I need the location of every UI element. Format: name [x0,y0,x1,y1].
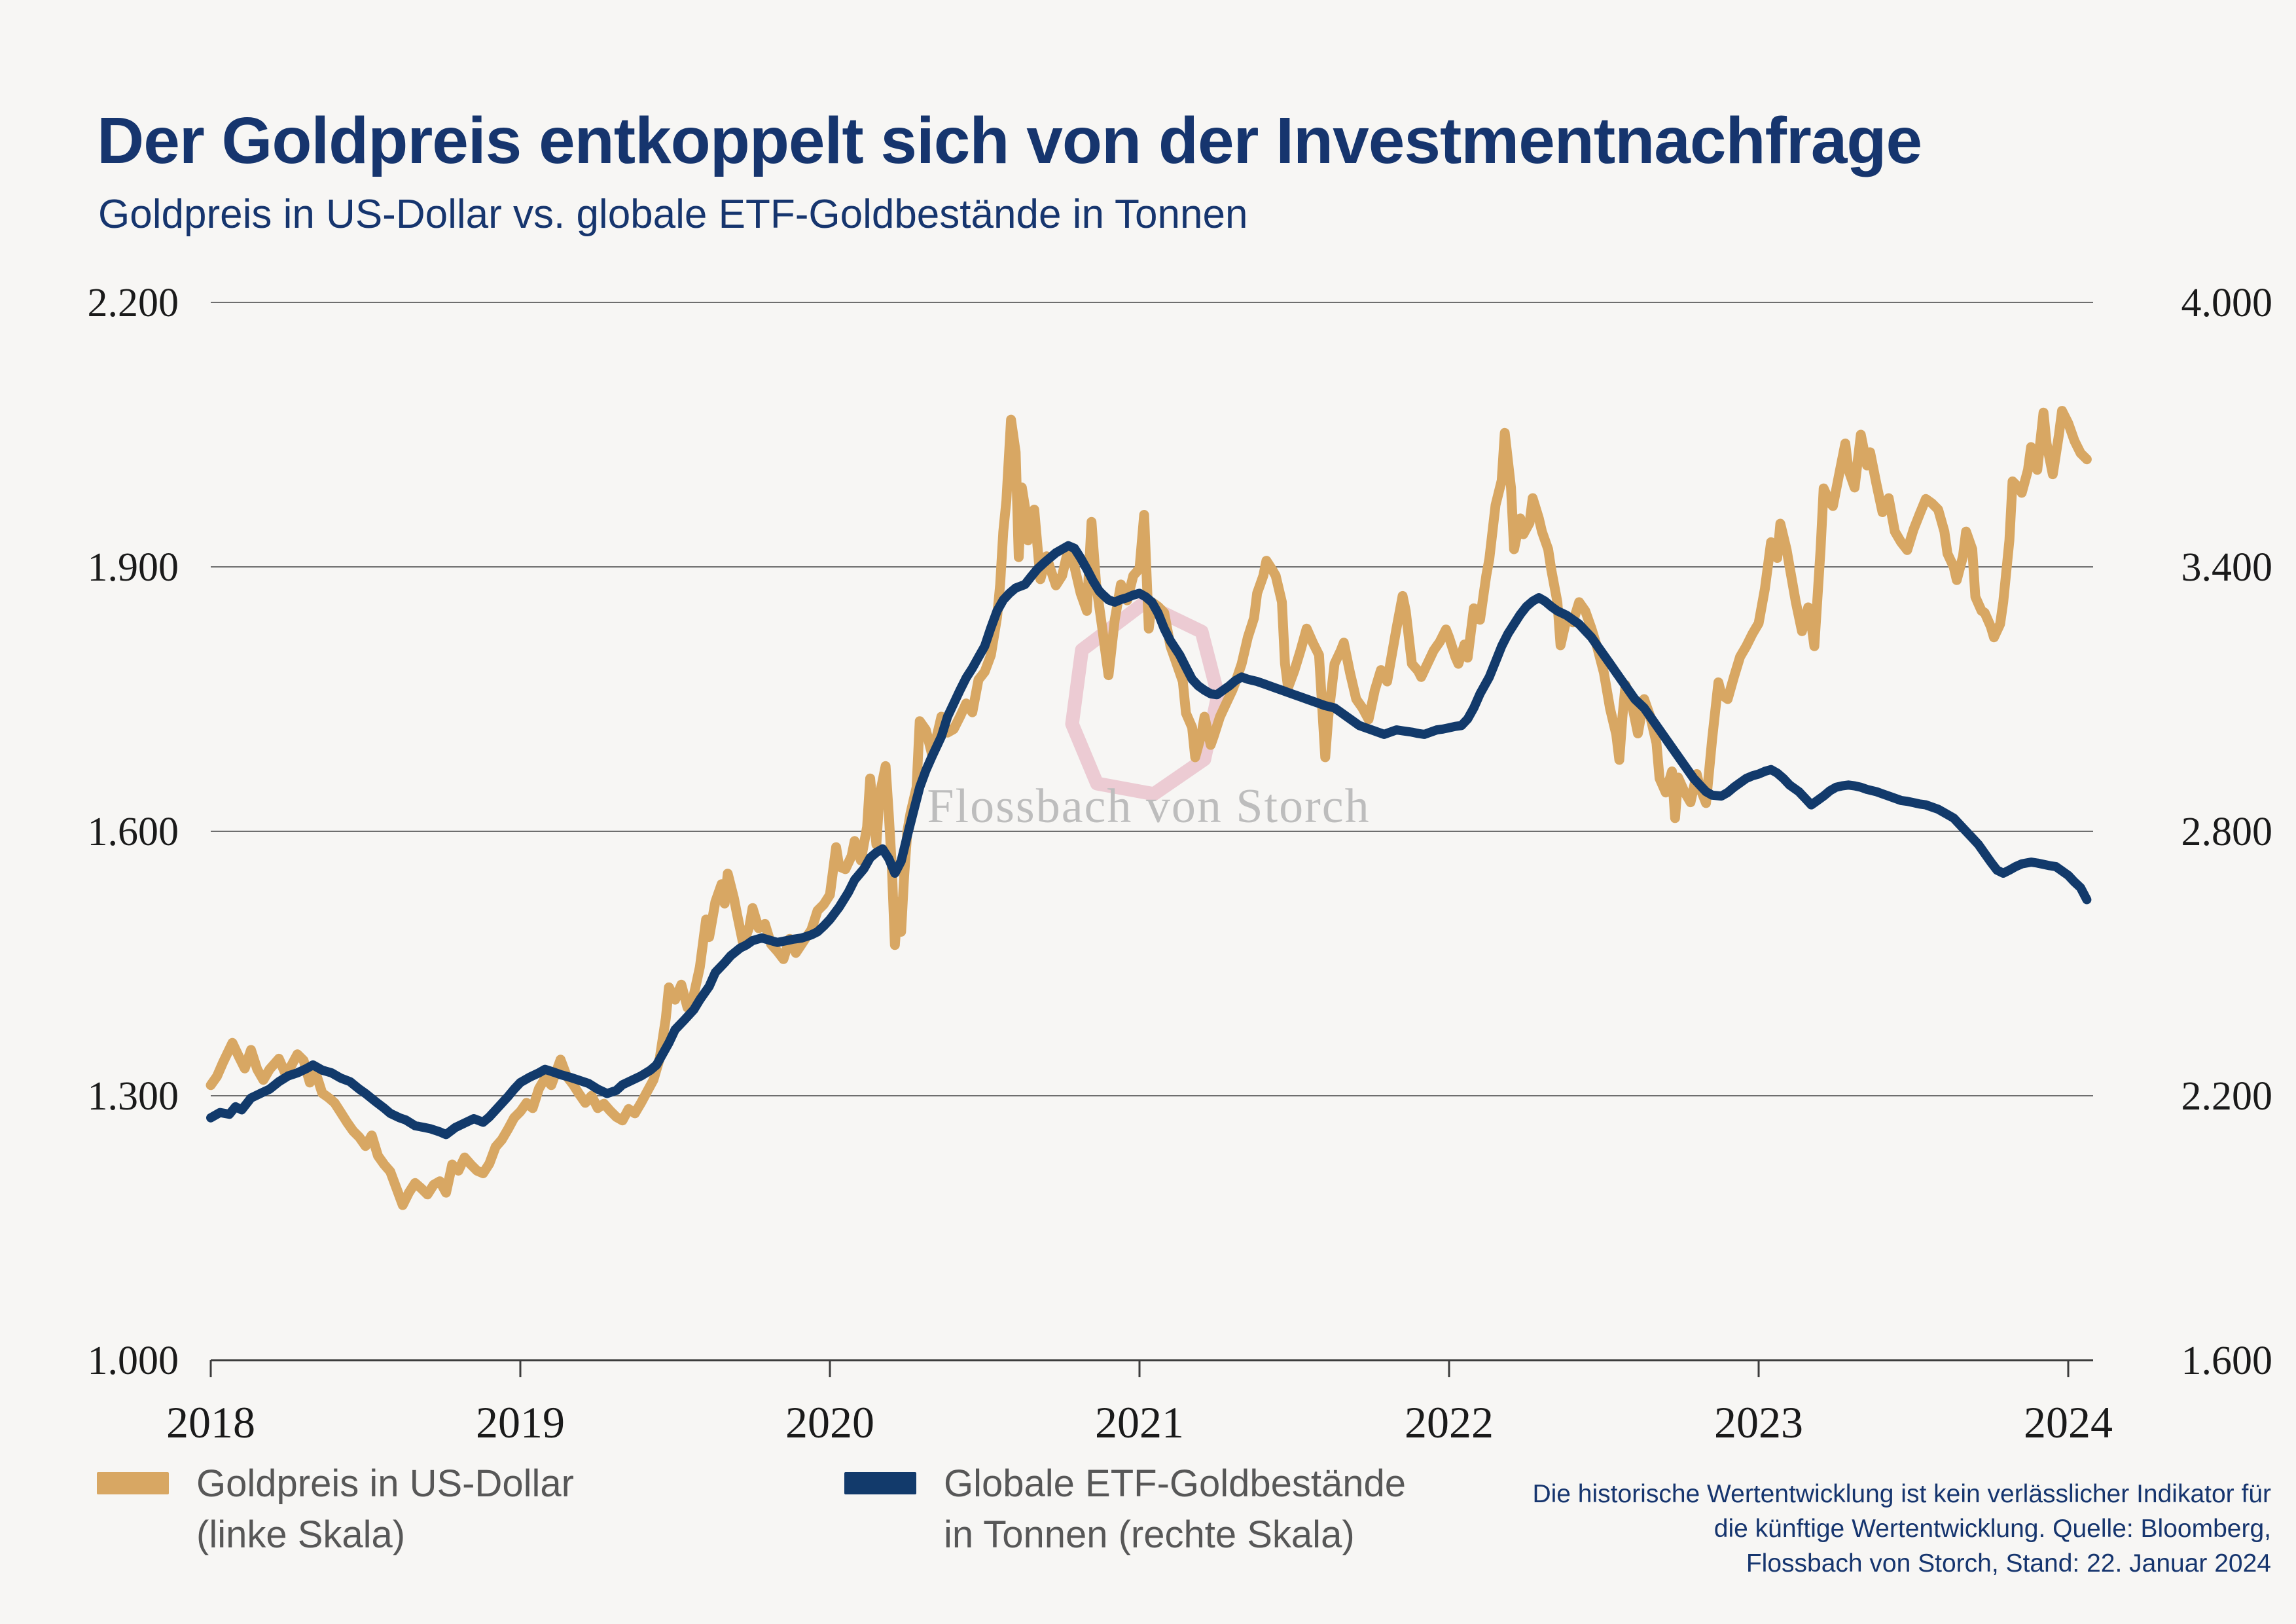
gridlines [211,302,2093,1362]
disclaimer-line-1: Die historische Wertentwicklung ist kein… [1532,1480,2271,1508]
legend-label-etf-line1: Globale ETF-Goldbestände [944,1462,1407,1505]
etf-holdings-line [206,541,2092,1140]
data-series [206,406,2092,1210]
y-axis-labels-right: 4.000 3.400 2.800 2.200 1.600 [2181,281,2273,1383]
x-axis-label: 2022 [1405,1398,1494,1447]
legend-label-gold: Goldpreis in US-Dollar (linke Skala) [196,1458,574,1561]
y-axis-label-right: 1.600 [2181,1339,2273,1383]
etf-series-swatch [844,1472,916,1494]
x-axis-label: 2023 [1714,1398,1803,1447]
y-axis-label-right: 4.000 [2181,281,2273,325]
y-axis-label-right: 2.800 [2181,810,2273,854]
disclaimer-line-2: die künftige Wertentwicklung. Quelle: Bl… [1713,1515,2271,1543]
y-axis-label-left: 2.200 [88,281,179,325]
y-axis-label-left: 1.000 [88,1339,179,1383]
x-axis-label: 2020 [785,1398,874,1447]
gold-series-swatch [97,1472,169,1494]
y-axis-label-right: 2.200 [2181,1074,2273,1119]
x-axis-label: 2021 [1095,1398,1184,1447]
gold-price-line [206,406,2092,1210]
source-disclaimer: Die historische Wertentwicklung ist kein… [1532,1477,2271,1581]
disclaimer-line-3: Flossbach von Storch, Stand: 22. Januar … [1746,1549,2271,1578]
legend-label-etf-line2: in Tonnen (rechte Skala) [944,1513,1355,1556]
y-axis-label-right: 3.400 [2181,545,2273,590]
y-axis-label-left: 1.300 [88,1074,179,1119]
page-subtitle: Goldpreis in US-Dollar vs. globale ETF-G… [98,192,1248,237]
x-axis-label: 2024 [2024,1398,2113,1447]
legend-label-etf: Globale ETF-Goldbestände in Tonnen (rech… [944,1458,1406,1561]
page-title: Der Goldpreis entkoppelt sich von der In… [97,104,1922,177]
chart-legend: Goldpreis in US-Dollar (linke Skala) Glo… [0,1458,1492,1589]
y-axis-labels-left: 2.200 1.900 1.600 1.300 1.000 [88,281,179,1383]
watermark-text: Flossbach von Storch [927,780,1370,833]
axis-lines-and-ticks [209,1360,2070,1377]
x-axis-labels: 2018 2019 2020 2021 2022 2023 2024 [166,1398,2113,1447]
x-axis-label: 2018 [166,1398,255,1447]
x-axis-label: 2019 [476,1398,565,1447]
fvs-logo-octagon-watermark [1065,596,1225,801]
legend-label-gold-line1: Goldpreis in US-Dollar [196,1462,574,1505]
y-axis-label-left: 1.900 [88,545,179,590]
legend-label-gold-line2: (linke Skala) [196,1513,406,1556]
y-axis-label-left: 1.600 [88,810,179,854]
watermark: Flossbach von Storch [927,596,1370,833]
